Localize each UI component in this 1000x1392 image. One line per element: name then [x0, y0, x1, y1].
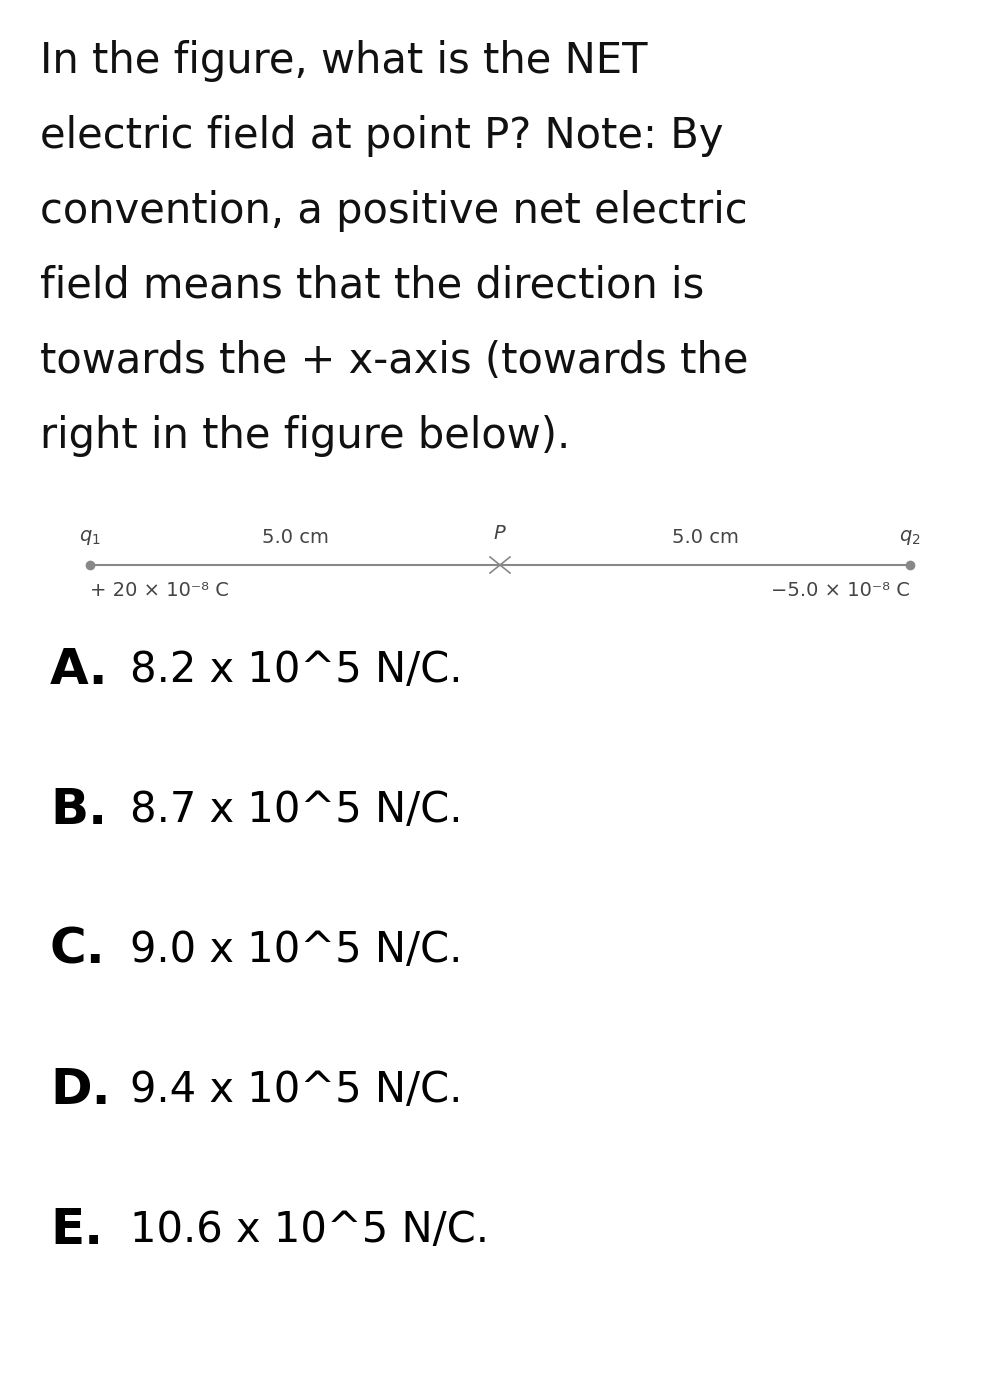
Text: −5.0 × 10⁻⁸ C: −5.0 × 10⁻⁸ C — [771, 580, 910, 600]
Text: $q_1$: $q_1$ — [79, 528, 101, 547]
Text: electric field at point P? Note: By: electric field at point P? Note: By — [40, 116, 724, 157]
Text: 8.2 x 10^5 N/C.: 8.2 x 10^5 N/C. — [130, 649, 462, 690]
Text: $q_2$: $q_2$ — [899, 528, 921, 547]
Text: 5.0 cm: 5.0 cm — [672, 528, 738, 547]
Text: D.: D. — [50, 1066, 111, 1114]
Text: 10.6 x 10^5 N/C.: 10.6 x 10^5 N/C. — [130, 1210, 489, 1251]
Text: + 20 × 10⁻⁸ C: + 20 × 10⁻⁸ C — [90, 580, 229, 600]
Text: 9.0 x 10^5 N/C.: 9.0 x 10^5 N/C. — [130, 928, 462, 972]
Text: C.: C. — [50, 926, 106, 974]
Text: 8.7 x 10^5 N/C.: 8.7 x 10^5 N/C. — [130, 789, 462, 831]
Text: 5.0 cm: 5.0 cm — [262, 528, 328, 547]
Text: convention, a positive net electric: convention, a positive net electric — [40, 189, 748, 232]
Text: In the figure, what is the NET: In the figure, what is the NET — [40, 40, 648, 82]
Text: B.: B. — [50, 786, 107, 834]
Text: E.: E. — [50, 1205, 103, 1254]
Text: right in the figure below).: right in the figure below). — [40, 415, 570, 457]
Text: A.: A. — [50, 646, 109, 695]
Text: 9.4 x 10^5 N/C.: 9.4 x 10^5 N/C. — [130, 1069, 462, 1111]
Text: towards the + x-axis (towards the: towards the + x-axis (towards the — [40, 340, 748, 381]
Text: field means that the direction is: field means that the direction is — [40, 264, 704, 308]
Text: $P$: $P$ — [493, 523, 507, 543]
